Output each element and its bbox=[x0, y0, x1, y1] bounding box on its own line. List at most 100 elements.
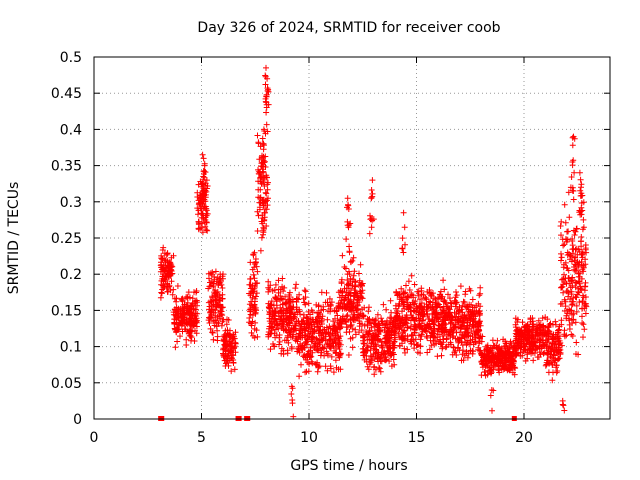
data-point bbox=[284, 347, 291, 354]
data-point bbox=[494, 337, 501, 344]
data-point bbox=[283, 299, 290, 306]
data-point bbox=[197, 225, 204, 232]
data-point bbox=[293, 299, 300, 305]
data-point bbox=[165, 262, 172, 269]
data-point bbox=[254, 132, 261, 139]
data-point bbox=[159, 282, 166, 289]
data-point bbox=[188, 317, 195, 324]
data-point bbox=[223, 343, 230, 350]
data-point bbox=[219, 285, 226, 291]
data-point bbox=[186, 321, 193, 328]
data-point bbox=[477, 290, 484, 297]
data-point bbox=[265, 331, 272, 338]
data-point bbox=[566, 326, 573, 332]
data-point bbox=[158, 289, 165, 296]
data-point bbox=[288, 345, 295, 352]
data-point bbox=[569, 142, 576, 149]
data-point bbox=[188, 337, 194, 344]
data-point bbox=[192, 299, 199, 306]
data-point bbox=[254, 228, 261, 234]
data-point bbox=[261, 142, 267, 149]
data-point bbox=[183, 336, 190, 343]
data-point bbox=[324, 316, 331, 323]
data-point bbox=[198, 211, 205, 217]
data-point bbox=[276, 338, 283, 345]
data-point bbox=[194, 194, 201, 200]
data-point bbox=[278, 313, 285, 320]
data-point bbox=[267, 311, 274, 318]
data-point bbox=[159, 286, 166, 293]
data-point bbox=[185, 289, 192, 296]
data-point bbox=[558, 250, 564, 257]
data-point bbox=[341, 264, 348, 270]
data-point bbox=[345, 352, 352, 358]
data-point bbox=[264, 186, 271, 193]
data-point bbox=[580, 334, 586, 341]
data-point bbox=[561, 407, 568, 414]
data-point bbox=[302, 288, 309, 295]
y-tick-label: 0.05 bbox=[51, 376, 82, 392]
data-point bbox=[228, 368, 235, 375]
data-point bbox=[272, 308, 279, 315]
data-point bbox=[209, 329, 216, 336]
data-point bbox=[296, 291, 303, 298]
data-point bbox=[168, 278, 175, 285]
data-point bbox=[175, 321, 181, 328]
data-point bbox=[204, 227, 211, 234]
data-point bbox=[225, 347, 232, 354]
data-point bbox=[175, 307, 181, 313]
data-point bbox=[400, 249, 407, 256]
data-point bbox=[189, 295, 196, 302]
data-point bbox=[230, 360, 237, 366]
x-tick-label: 0 bbox=[90, 430, 99, 446]
data-point bbox=[214, 337, 221, 344]
data-point bbox=[190, 306, 197, 313]
data-point bbox=[357, 261, 364, 268]
data-point bbox=[568, 331, 575, 338]
data-point bbox=[559, 401, 566, 408]
data-point bbox=[283, 337, 290, 344]
y-axis-label: SRMTID / TECUs bbox=[6, 182, 22, 295]
data-point bbox=[158, 259, 164, 266]
x-tick-label: 20 bbox=[515, 430, 533, 446]
data-point bbox=[174, 283, 181, 289]
data-point bbox=[173, 328, 180, 335]
data-point bbox=[271, 315, 278, 322]
data-point bbox=[280, 318, 287, 325]
data-point bbox=[368, 224, 375, 231]
data-point bbox=[258, 234, 265, 241]
data-point bbox=[160, 244, 167, 251]
data-point bbox=[186, 311, 193, 318]
data-point bbox=[284, 308, 291, 314]
data-point bbox=[248, 329, 255, 336]
data-point bbox=[205, 270, 212, 277]
data-point bbox=[211, 322, 218, 329]
data-point bbox=[199, 151, 206, 158]
x-axis-ticks: 0 5 10 15 20 bbox=[90, 57, 533, 446]
data-point bbox=[164, 288, 171, 295]
data-point bbox=[254, 333, 261, 340]
data-point bbox=[477, 284, 484, 291]
data-point bbox=[263, 64, 269, 71]
data-point bbox=[469, 296, 476, 303]
data-point bbox=[387, 297, 394, 304]
data-point bbox=[213, 303, 220, 310]
data-point bbox=[305, 300, 312, 307]
data-point bbox=[211, 273, 218, 280]
grid bbox=[94, 57, 610, 419]
data-point bbox=[250, 252, 257, 259]
data-point bbox=[365, 308, 372, 315]
data-point bbox=[217, 294, 223, 301]
data-point bbox=[246, 319, 253, 326]
data-point bbox=[287, 334, 294, 341]
data-point bbox=[297, 311, 304, 318]
data-point bbox=[438, 352, 445, 359]
data-point bbox=[349, 257, 356, 264]
data-point bbox=[292, 285, 299, 292]
data-point bbox=[188, 302, 195, 309]
data-point bbox=[253, 327, 260, 334]
data-point bbox=[314, 368, 321, 375]
data-point bbox=[401, 224, 408, 231]
data-point bbox=[252, 310, 259, 317]
data-point bbox=[254, 268, 261, 275]
